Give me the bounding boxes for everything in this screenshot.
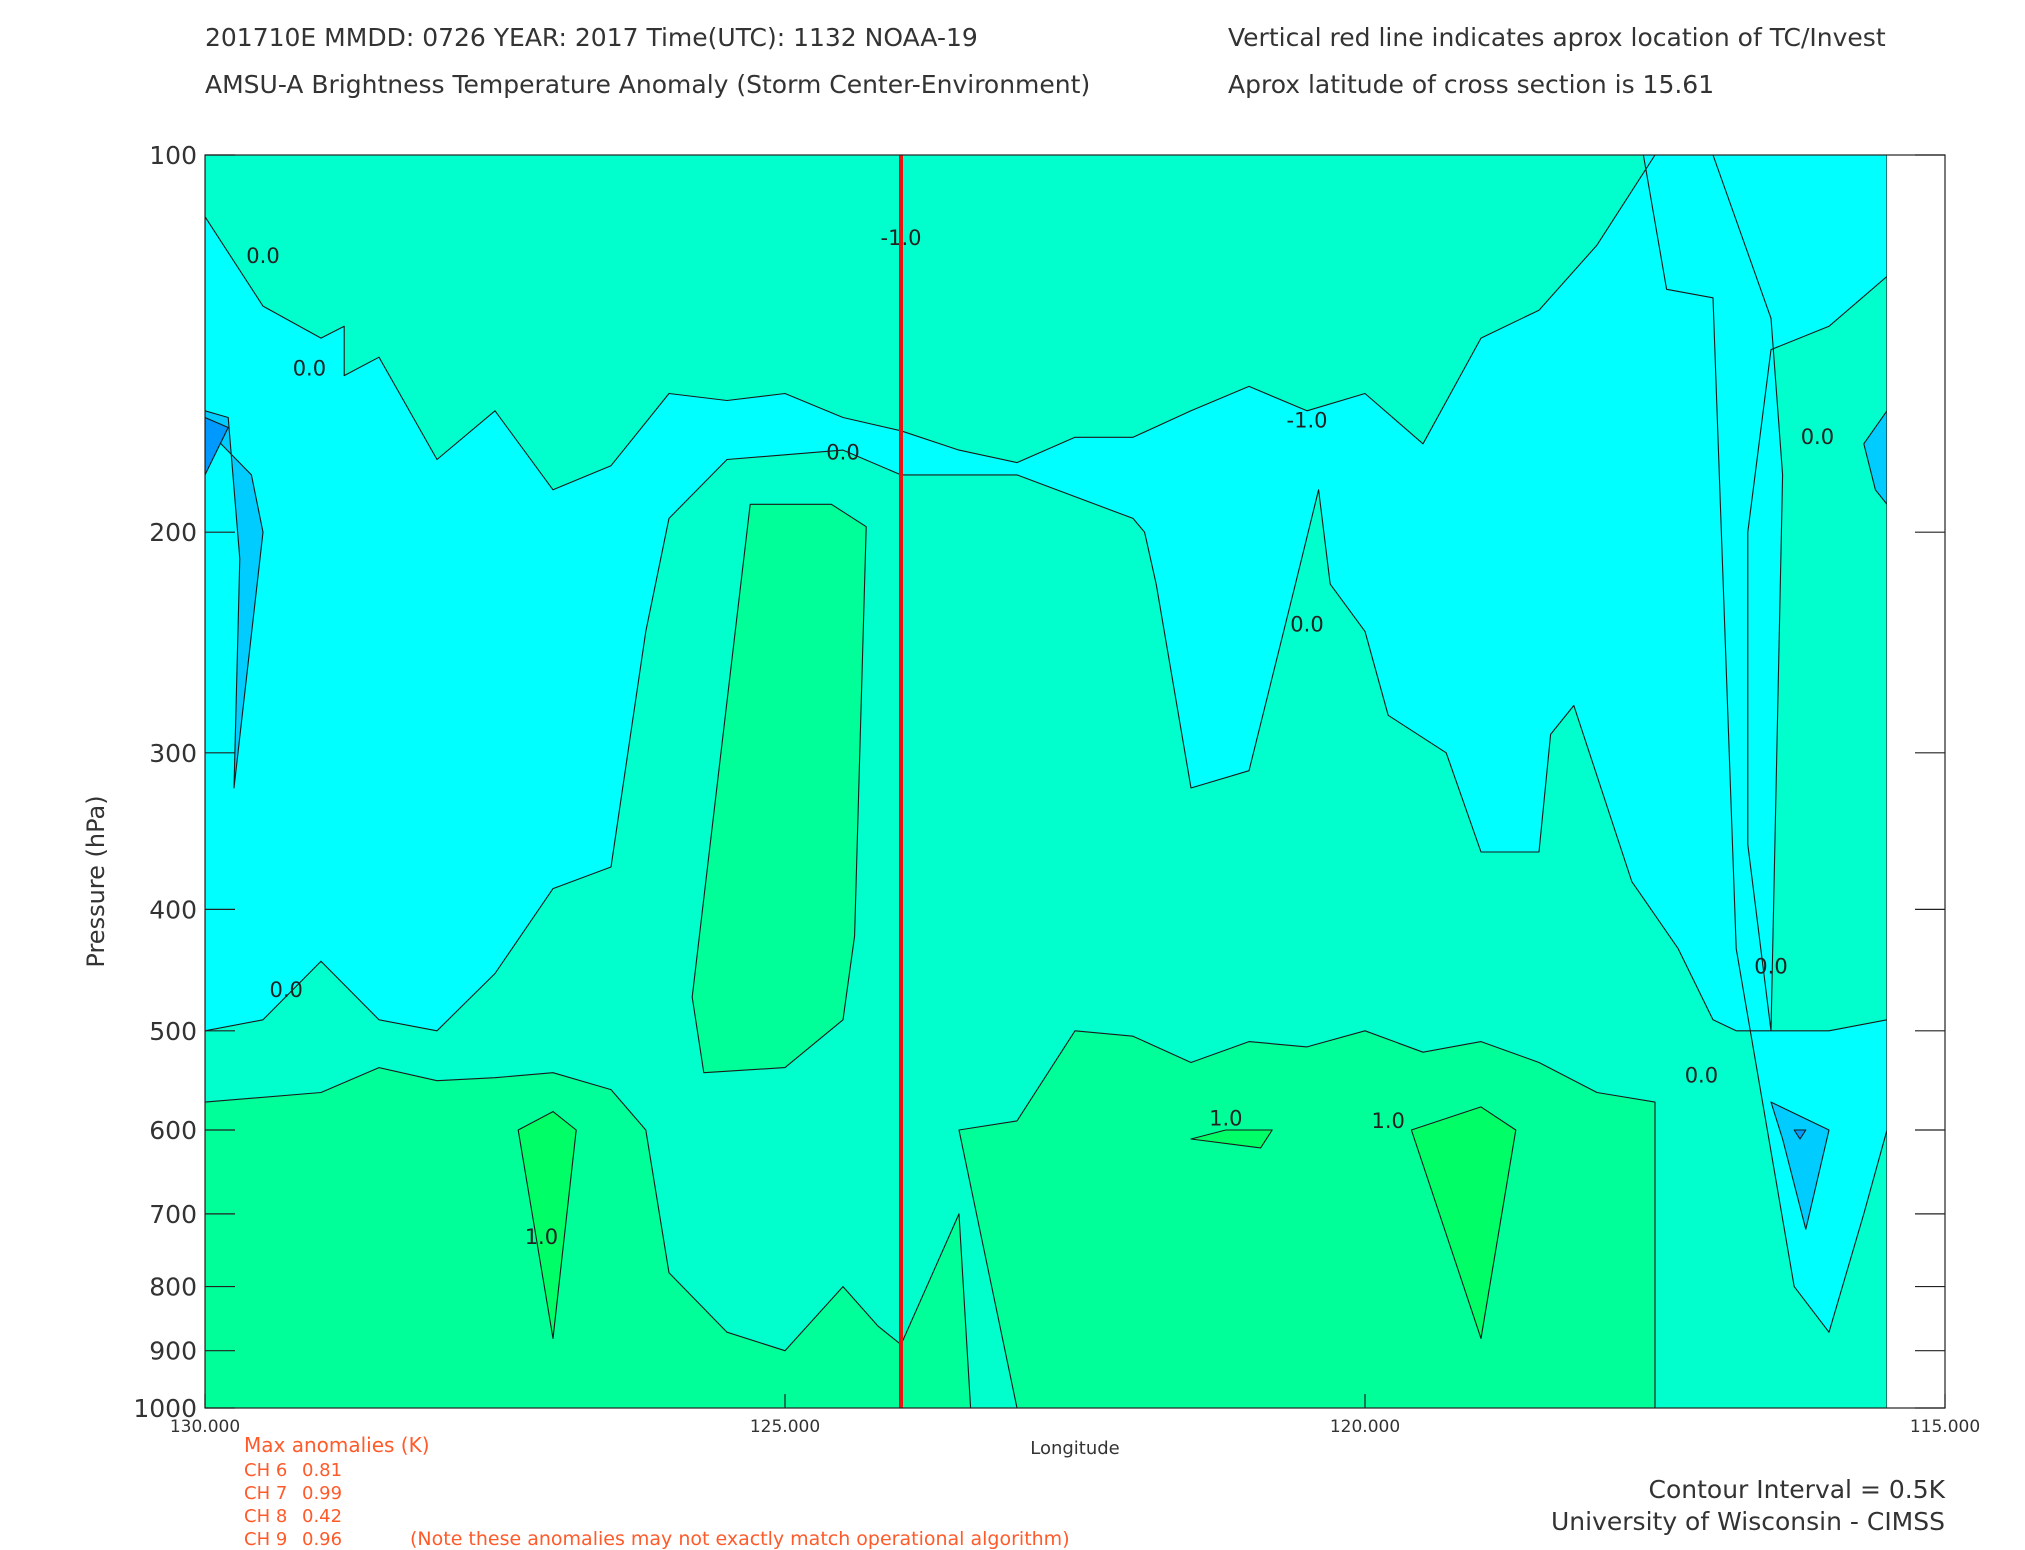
header-line2-left: AMSU-A Brightness Temperature Anomaly (S… (205, 70, 1090, 99)
x-tick-label: 115.000 (1910, 1417, 1980, 1437)
contour-label: 1.0 (1209, 1106, 1242, 1130)
contour-region (1770, 1101, 1830, 1230)
header-line1-left: 201710E MMDD: 0726 YEAR: 2017 Time(UTC):… (205, 23, 978, 52)
contour-label: 0.0 (1801, 425, 1834, 449)
contour-label: 0.0 (826, 441, 859, 465)
header-line2-right: Aprox latitude of cross section is 15.61 (1228, 70, 1714, 99)
stat-row-label: CH 6 (244, 1460, 287, 1481)
contour-label: 0.0 (293, 357, 326, 381)
y-axis: 100 200 300 400 500 600 700 800 900 1000 (133, 141, 1945, 1423)
plot-area (205, 155, 1887, 1408)
y-tick-label: 200 (149, 518, 197, 547)
contour-region (517, 1111, 577, 1339)
contour-region (1190, 1129, 1273, 1149)
contour-interval: Contour Interval = 0.5K (1649, 1475, 1946, 1504)
y-tick-label: 500 (149, 1017, 197, 1046)
y-tick-label: 700 (149, 1200, 197, 1229)
contour-region (958, 1030, 1656, 1408)
stat-row-value: 0.99 (302, 1483, 342, 1504)
y-axis-title: Pressure (hPa) (82, 795, 110, 967)
contour-label: 1.0 (525, 1225, 558, 1249)
contour-label: 0.0 (1754, 954, 1787, 978)
contour-label: 0.0 (1290, 612, 1323, 636)
x-tick-label: 120.000 (1330, 1417, 1400, 1437)
header-line1-right: Vertical red line indicates aprox locati… (1228, 23, 1886, 52)
y-tick-label: 800 (149, 1273, 197, 1302)
contour-region (205, 416, 229, 476)
max-anomalies-heading: Max anomalies (K) (244, 1433, 430, 1457)
stat-row-value: 0.42 (302, 1506, 342, 1527)
contour-region (1793, 1129, 1807, 1140)
y-tick-label: 1000 (133, 1394, 197, 1423)
plot-frame (204, 154, 1946, 1409)
y-tick-label: 100 (149, 141, 197, 170)
stat-row-label: CH 9 (244, 1529, 287, 1550)
y-tick-label: 300 (149, 739, 197, 768)
contour-label: 0.0 (246, 244, 279, 268)
x-tick-label: 130.000 (170, 1417, 240, 1437)
y-tick-label: 600 (149, 1116, 197, 1145)
contour-region (691, 503, 867, 1074)
max-anomalies-block: Max anomalies (K) CH 6 0.81 CH 7 0.99 CH… (244, 1433, 1070, 1550)
stat-row-value: 0.96 (302, 1529, 342, 1550)
y-tick-label: 900 (149, 1337, 197, 1366)
stat-row-value: 0.81 (302, 1460, 342, 1481)
contour-label: 0.0 (269, 978, 302, 1002)
credit: University of Wisconsin - CIMSS (1551, 1507, 1945, 1536)
x-tick-label: 125.000 (750, 1417, 820, 1437)
contour-region (1863, 410, 1887, 505)
y-tick-label: 400 (149, 895, 197, 924)
x-axis: 130.000 125.000 120.000 115.000 (170, 1394, 1980, 1437)
contour-label: 1.0 (1371, 1109, 1404, 1133)
contour-labels: 0.00.00.0-1.0-1.00.00.00.00.00.01.01.01.… (246, 226, 1834, 1249)
stat-row-label: CH 8 (244, 1506, 287, 1527)
x-axis-title: Longitude (1030, 1438, 1120, 1459)
contour-region (1410, 1106, 1517, 1339)
contour-label: 0.0 (1685, 1064, 1718, 1088)
contour-region (205, 155, 1887, 1333)
contour-label: -1.0 (1287, 409, 1328, 433)
stat-row-label: CH 7 (244, 1483, 287, 1504)
contour-region (205, 1067, 972, 1408)
anomaly-note: (Note these anomalies may not exactly ma… (410, 1528, 1070, 1550)
